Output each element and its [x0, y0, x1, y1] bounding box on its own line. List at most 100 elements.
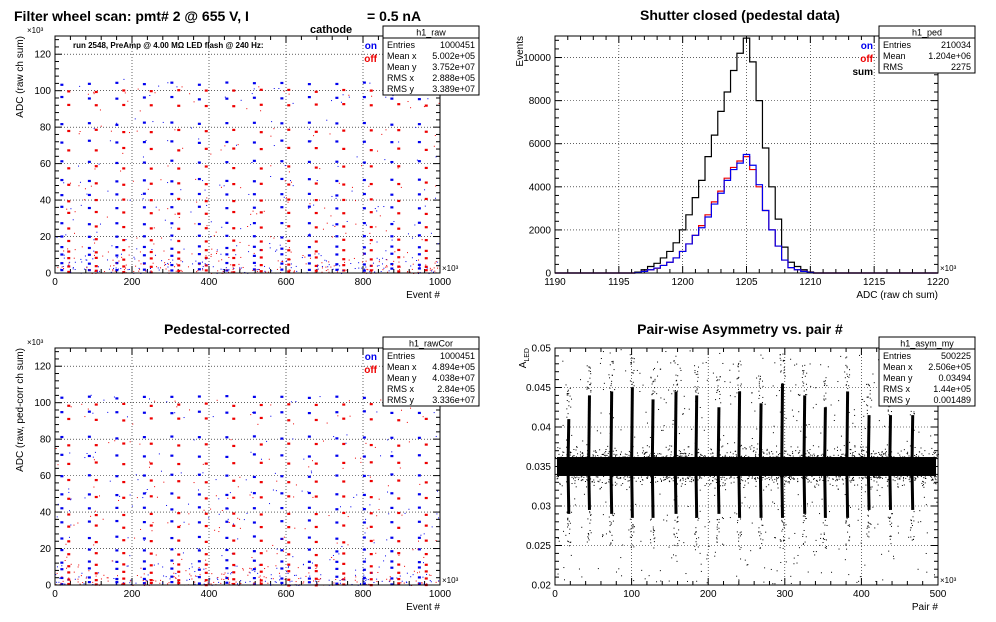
scatter-point	[600, 432, 602, 434]
stats-box-name: h1_asym_my	[900, 339, 954, 349]
scatter-point	[638, 477, 640, 479]
scatter-point	[917, 521, 919, 523]
stats-label: RMS y	[387, 84, 415, 94]
scatter-point-noise	[66, 567, 68, 569]
scatter-point	[589, 370, 591, 372]
scatter-point	[567, 390, 569, 392]
scatter-point-noise	[270, 583, 272, 585]
scatter-point	[583, 476, 585, 478]
scatter-point-off	[122, 248, 126, 252]
scatter-point	[792, 455, 794, 457]
scatter-point	[808, 480, 810, 482]
scatter-point	[877, 523, 879, 525]
scatter-point	[862, 454, 864, 456]
scatter-point-on	[417, 140, 421, 144]
scatter-point-noise	[260, 578, 262, 580]
scatter-point	[892, 513, 894, 515]
scatter-point	[590, 382, 592, 384]
scatter-point	[586, 456, 588, 458]
scatter-point-off	[94, 128, 98, 131]
scatter-point	[801, 477, 803, 479]
scatter-point-on	[225, 207, 229, 210]
stats-label: Mean y	[387, 62, 417, 72]
scatter-point	[675, 355, 677, 357]
scatter-point-on	[289, 180, 291, 182]
scatter-point-on	[420, 534, 422, 536]
scatter-point	[901, 484, 903, 486]
scatter-point	[571, 511, 573, 513]
scatter-point	[849, 476, 851, 478]
scatter-point-noise	[84, 255, 86, 257]
scatter-point-on	[170, 140, 174, 143]
y-axis-label: ADC (raw ch sum)	[15, 36, 26, 118]
scatter-point	[862, 456, 864, 458]
scatter-point	[675, 374, 677, 376]
scatter-point	[685, 455, 687, 457]
scatter-point	[803, 390, 805, 392]
scatter-point	[775, 455, 777, 457]
scatter-point-on	[170, 159, 174, 162]
scatter-point-on	[137, 479, 139, 481]
scatter-point	[724, 479, 726, 481]
scatter-point-off	[287, 239, 291, 243]
scatter-point	[782, 528, 784, 530]
scatter-point	[862, 477, 864, 479]
scatter-point-off	[74, 249, 76, 251]
scatter-point-on	[142, 497, 144, 499]
scatter-point-off	[124, 92, 126, 94]
scatter-point	[792, 477, 794, 479]
scatter-point	[709, 476, 711, 478]
scatter-point-on	[170, 567, 174, 570]
scatter-point-off	[424, 166, 428, 170]
scatter-point-off	[122, 463, 126, 466]
scatter-point-on	[183, 248, 185, 250]
scatter-point	[586, 388, 588, 390]
scatter-point	[697, 479, 699, 481]
scatter-point	[783, 369, 785, 371]
scatter-point-on	[383, 206, 385, 208]
scatter-point-on	[87, 246, 91, 250]
scatter-point	[763, 452, 765, 454]
scatter-point-on	[362, 263, 366, 266]
scatter-point-on	[107, 190, 109, 192]
scatter-point-off	[177, 480, 181, 483]
scatter-point	[848, 505, 850, 507]
scatter-point-noise	[196, 575, 198, 577]
scatter-point-on	[390, 235, 394, 238]
scatter-point-on	[197, 234, 201, 237]
scatter-point-off	[397, 238, 401, 241]
scatter-point	[777, 455, 779, 457]
scatter-point-on	[170, 412, 174, 415]
scatter-point	[687, 478, 689, 480]
scatter-point-noise	[365, 578, 367, 580]
scatter-point-on	[170, 247, 174, 250]
scatter-point	[849, 448, 851, 450]
scatter-point-noise	[308, 572, 310, 574]
scatter-point-off	[287, 462, 291, 465]
scatter-point	[569, 387, 571, 389]
scatter-point-on	[115, 493, 119, 497]
scatter-point-on	[218, 498, 220, 500]
scatter-point-on	[188, 503, 190, 505]
scatter-point-on	[127, 269, 129, 271]
scatter-point	[849, 480, 851, 482]
scatter-point	[814, 455, 816, 457]
spike-down	[694, 466, 699, 518]
scatter-point-off	[330, 215, 332, 217]
scatter-point-off	[232, 264, 236, 267]
scatter-point-noise	[74, 578, 76, 580]
scatter-point-off	[309, 203, 311, 205]
scatter-point	[610, 543, 612, 545]
scatter-point	[726, 478, 728, 480]
scatter-point-on	[252, 268, 256, 271]
scatter-point-on	[170, 435, 174, 438]
scatter-point-on	[92, 412, 94, 414]
scatter-point-off	[149, 257, 153, 260]
scatter-point	[676, 517, 678, 519]
scatter-point-off	[247, 226, 249, 228]
scatter-point	[567, 524, 569, 526]
scatter-point	[571, 455, 573, 457]
scatter-point	[666, 476, 668, 478]
scatter-point-noise	[321, 271, 323, 273]
scatter-point-off	[344, 576, 346, 578]
